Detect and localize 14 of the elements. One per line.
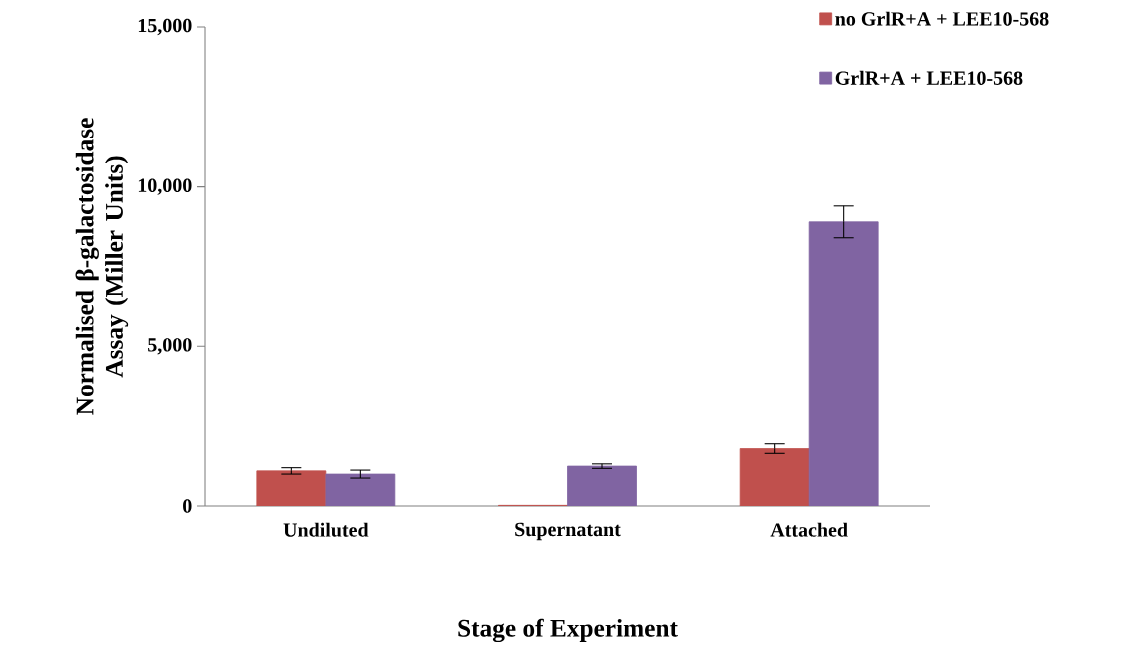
legend-label: GrlR+A + LEE10-568 — [835, 70, 1023, 85]
x-tick-label: Supernatant — [515, 522, 621, 541]
legend-label: no GrlR+A + LEE10-568 — [835, 11, 1049, 26]
y-tick-label: 0 — [183, 499, 192, 513]
y-tick-label: 5,000 — [148, 338, 192, 355]
x-axis-title: Stage of Experiment — [458, 618, 678, 643]
x-tick-label: Attached — [770, 522, 848, 537]
y-tick-label: 10,000 — [138, 178, 192, 195]
x-tick-label: Undiluted — [283, 522, 369, 537]
y-axis-title: Normalised β-galactosidase Assay (Miller Units) — [75, 118, 129, 415]
bar — [325, 473, 396, 506]
bar — [567, 465, 637, 506]
bar — [808, 221, 879, 506]
y-tick-label: 15,000 — [138, 18, 192, 36]
